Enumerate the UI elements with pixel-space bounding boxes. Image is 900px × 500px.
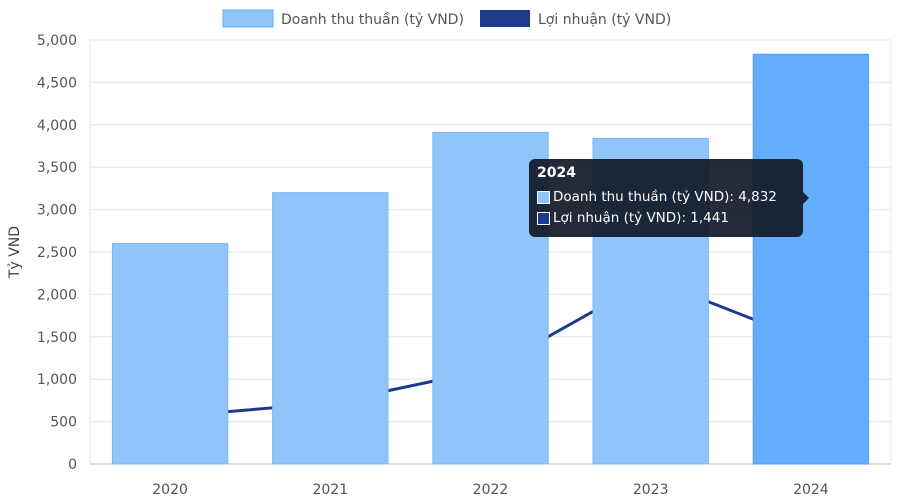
tooltip-swatch-revenue bbox=[537, 191, 550, 204]
y-tick-label: 1,000 bbox=[37, 372, 77, 388]
y-tick-label: 3,000 bbox=[37, 203, 77, 219]
revenue-bar[interactable] bbox=[432, 131, 549, 465]
x-tick-label: 2024 bbox=[793, 482, 829, 498]
y-tick-label: 4,500 bbox=[37, 75, 77, 91]
y-tick-label: 4,000 bbox=[37, 118, 77, 134]
y-tick-label: 2,500 bbox=[37, 245, 77, 261]
tooltip-text-revenue: Doanh thu thuần (tỷ VND): 4,832 bbox=[553, 189, 777, 205]
tooltip-text-profit: Lợi nhuận (tỷ VND): 1,441 bbox=[553, 210, 729, 226]
legend-label-revenue[interactable]: Doanh thu thuần (tỷ VND) bbox=[281, 12, 464, 28]
x-tick-label: 2022 bbox=[473, 482, 509, 498]
revenue-bar[interactable] bbox=[752, 53, 870, 465]
tooltip-title: 2024 bbox=[537, 165, 576, 181]
legend-label-profit[interactable]: Lợi nhuận (tỷ VND) bbox=[538, 12, 671, 28]
legend: Doanh thu thuần (tỷ VND) Lợi nhuận (tỷ V… bbox=[222, 9, 671, 28]
legend-swatch-revenue[interactable] bbox=[222, 9, 274, 28]
x-axis-ticks: 2020 2021 2022 2023 2024 bbox=[152, 482, 829, 498]
y-tick-label: 3,500 bbox=[37, 160, 77, 176]
y-tick-label: 1,500 bbox=[37, 330, 77, 346]
y-axis-ticks: 0 500 1,000 1,500 2,000 2,500 3,000 3,500 4,000 4… bbox=[37, 33, 77, 473]
tooltip-row-profit: Lợi nhuận (tỷ VND): 1,441 bbox=[537, 208, 795, 229]
y-tick-label: 2,000 bbox=[37, 287, 77, 303]
chart-tooltip: 2024 Doanh thu thuần (tỷ VND): 4,832 Lợi… bbox=[529, 159, 809, 237]
x-tick-label: 2020 bbox=[152, 482, 188, 498]
revenue-bar[interactable] bbox=[111, 243, 229, 465]
tooltip-row-revenue: Doanh thu thuần (tỷ VND): 4,832 bbox=[537, 187, 795, 208]
y-tick-label: 5,000 bbox=[37, 33, 77, 49]
x-tick-label: 2023 bbox=[633, 482, 669, 498]
revenue-bar[interactable] bbox=[272, 192, 389, 465]
x-tick-label: 2021 bbox=[312, 482, 348, 498]
y-tick-label: 0 bbox=[68, 457, 77, 473]
legend-swatch-profit[interactable] bbox=[480, 10, 530, 27]
tooltip-swatch-profit bbox=[537, 212, 550, 225]
y-axis-title: Tỷ VND bbox=[7, 226, 23, 279]
y-tick-label: 500 bbox=[50, 415, 77, 431]
revenue-bars bbox=[111, 53, 870, 465]
